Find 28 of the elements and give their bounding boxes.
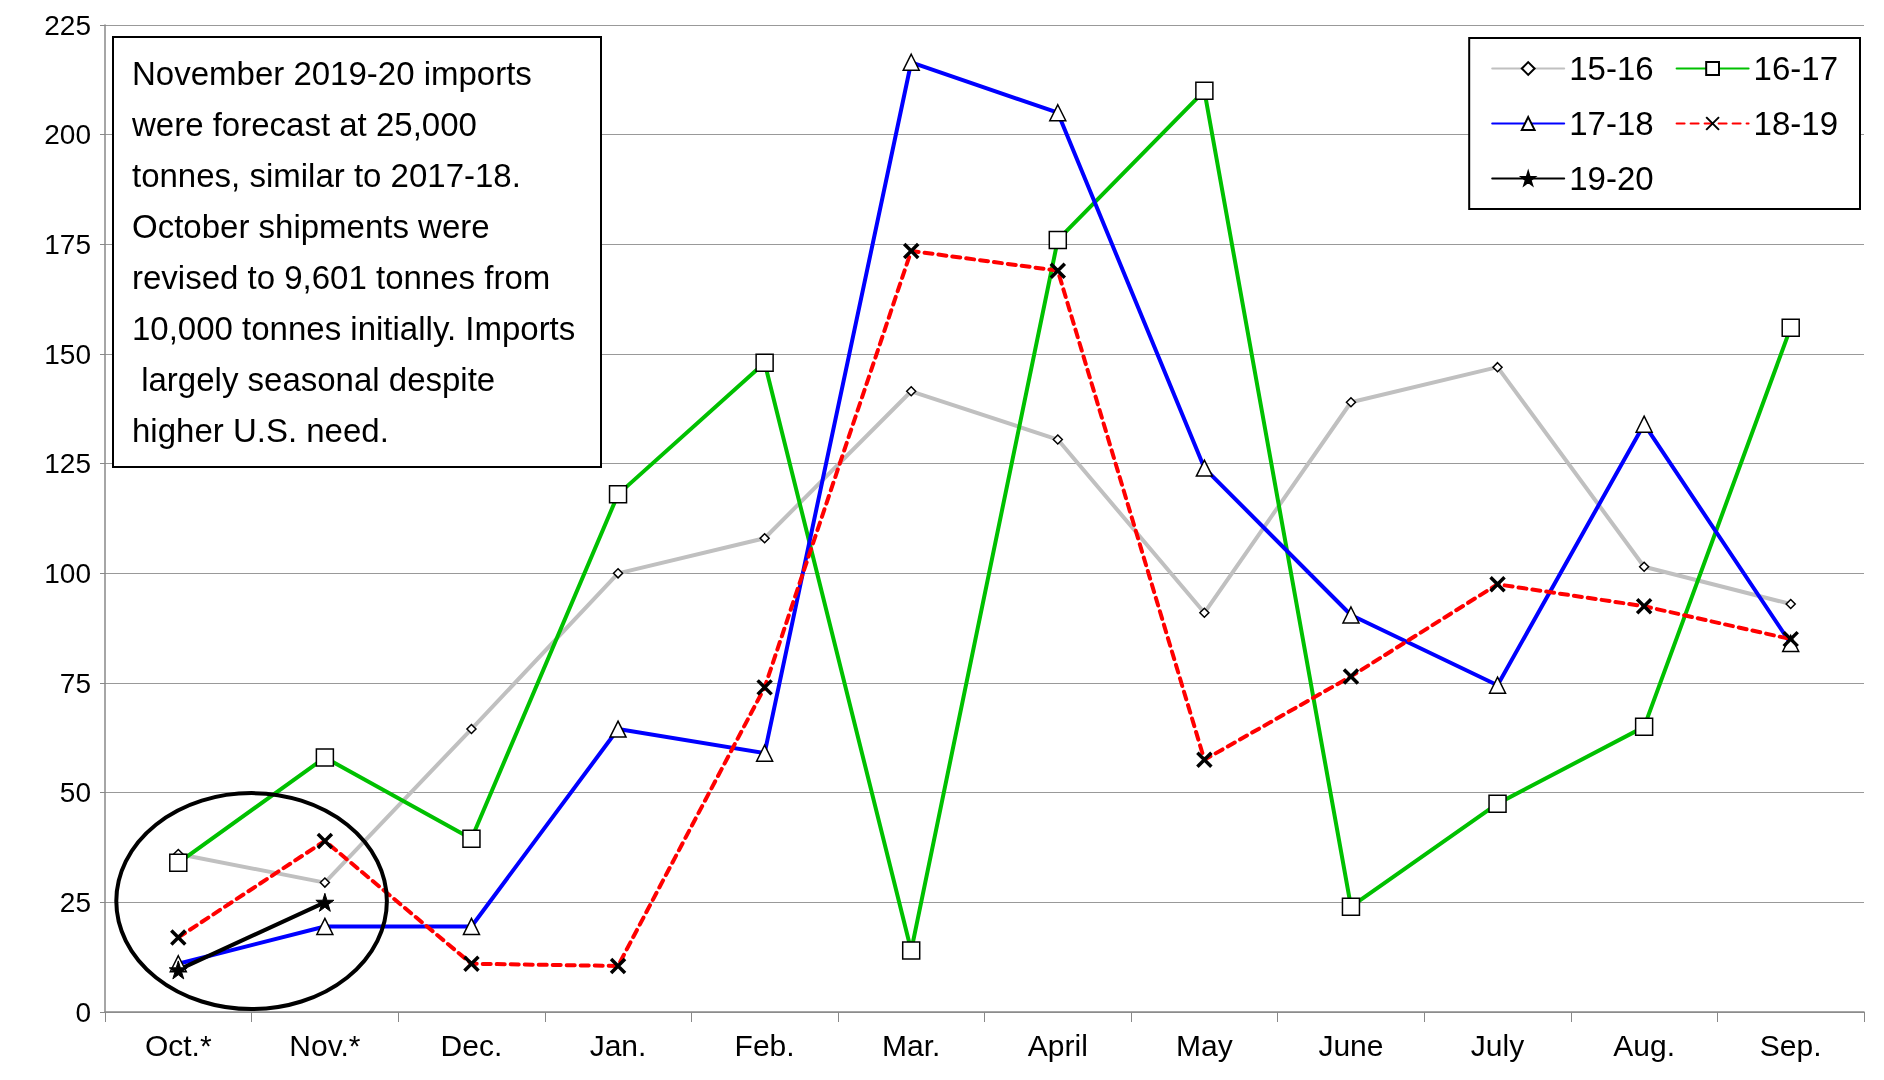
x-tick-label: May <box>1176 1028 1233 1062</box>
y-tick-label: 200 <box>44 119 91 151</box>
x-tick-label: Dec. <box>440 1028 503 1062</box>
y-tick-label: 175 <box>44 228 91 260</box>
legend-label: 19-20 <box>1569 160 1654 197</box>
x-tick-label: April <box>1027 1028 1088 1062</box>
legend-label: 15-16 <box>1569 50 1654 87</box>
x-tick-label: Aug. <box>1613 1028 1675 1062</box>
y-tick-label: 0 <box>75 996 91 1028</box>
x-tick-label: Mar. <box>882 1028 941 1062</box>
y-tick-label: 125 <box>44 448 91 480</box>
x-tick-label: Jan. <box>589 1028 647 1062</box>
x-tick-label: Sep. <box>1759 1028 1822 1062</box>
legend-label: 17-18 <box>1569 105 1654 142</box>
x-tick-label: Nov.* <box>289 1028 361 1062</box>
legend-label: 18-19 <box>1753 105 1838 142</box>
y-tick-label: 225 <box>44 9 91 41</box>
y-tick-label: 150 <box>44 338 91 370</box>
y-tick-label: 100 <box>44 557 91 589</box>
x-tick-label: Feb. <box>734 1028 795 1062</box>
legend-label: 16-17 <box>1753 50 1838 87</box>
y-tick-label: 75 <box>59 667 91 699</box>
x-tick-label: June <box>1318 1028 1384 1062</box>
annotation: November 2019-20 imports were forecast at 25,000 tonnes, similar to 2017-18. October shipments were revised to 9,601 tonnes from 10,000 tonnes initially. Imports largely seasonal despite higher U.S. need. <box>131 55 576 449</box>
y-tick-label: 25 <box>59 886 91 918</box>
x-tick-label: Oct.* <box>144 1028 212 1062</box>
x-tick-label: July <box>1470 1028 1525 1062</box>
y-tick-label: 50 <box>59 777 91 809</box>
